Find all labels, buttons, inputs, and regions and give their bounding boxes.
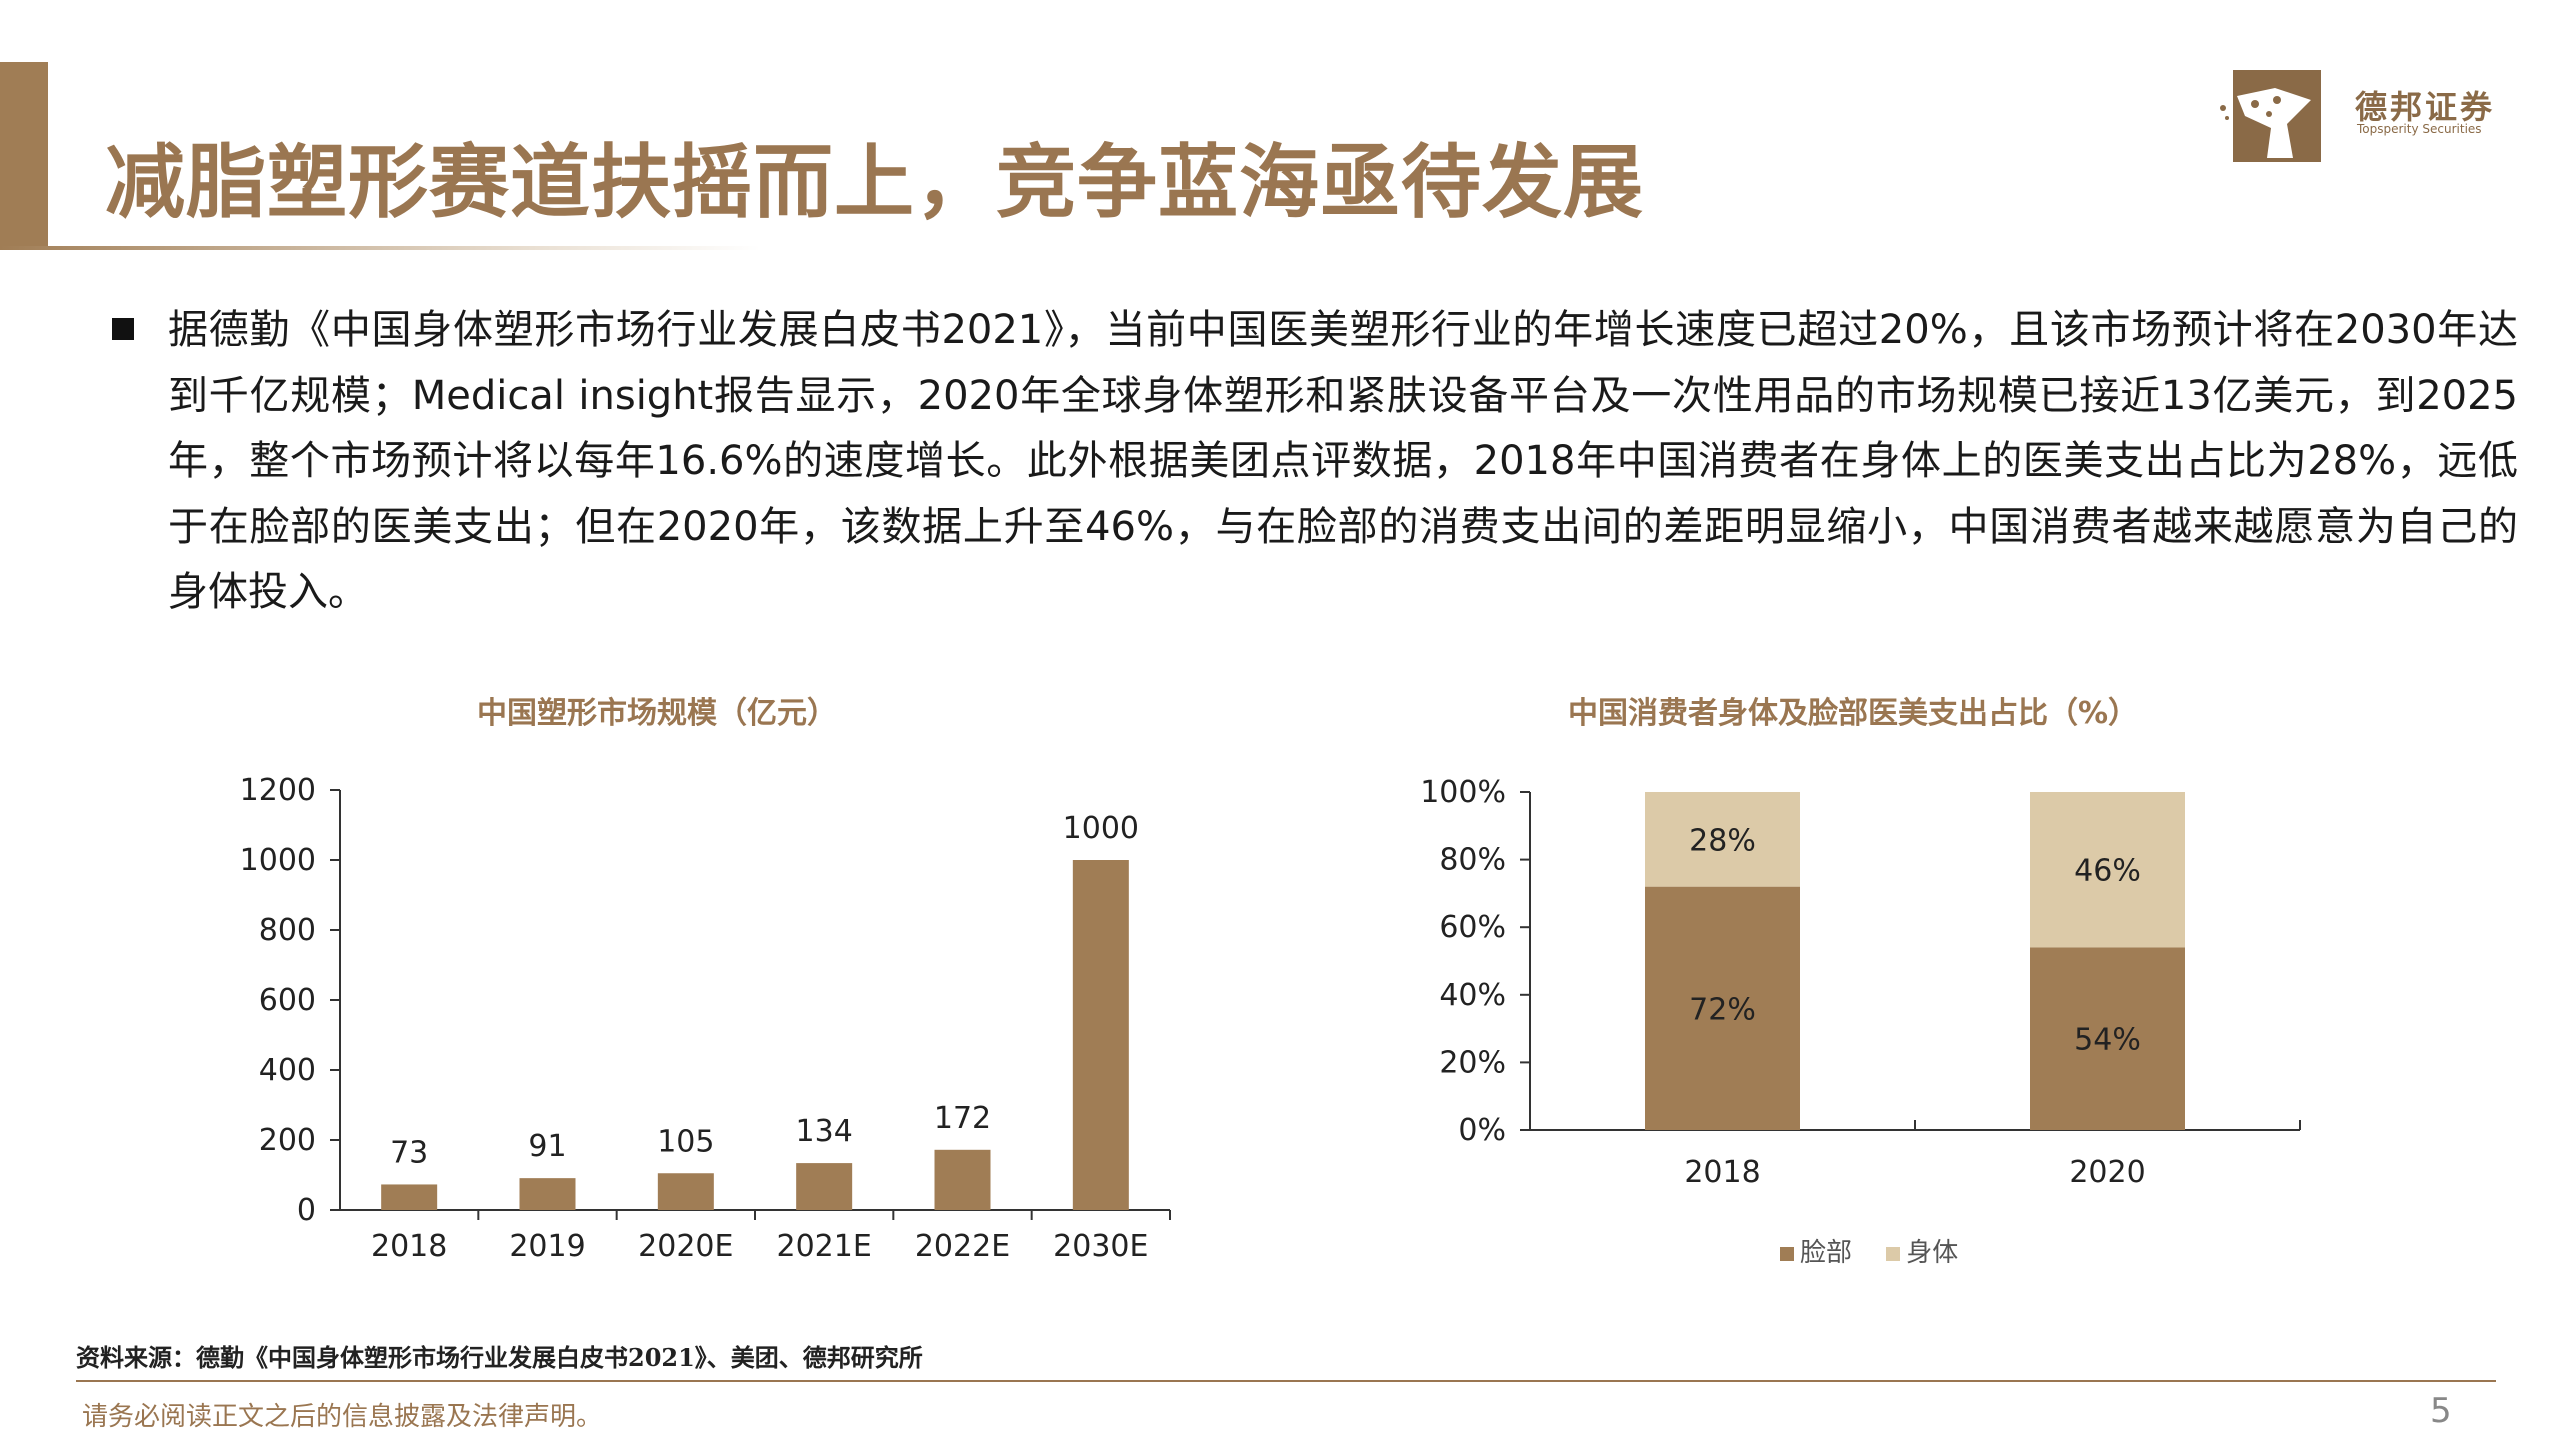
x-tick-label-2018: 2018 [371, 1229, 447, 1264]
data-label-2022E: 172 [934, 1101, 991, 1136]
page-title: 减脂塑形赛道扶摇而上，竞争蓝海亟待发展 [105, 136, 1644, 229]
y-tick-label: 100% [1420, 775, 1506, 810]
bullet-square-icon [112, 318, 134, 340]
legend-swatch-face [1780, 1246, 1794, 1261]
stacked-bar-2018-0 [1645, 886, 1800, 1130]
data-label-2020E: 105 [657, 1124, 714, 1159]
chart2-legend: 脸部 身体 [1780, 1232, 1984, 1269]
y-tick-label: 800 [259, 913, 316, 948]
source-note: 资料来源：德勤《中国身体塑形市场行业发展白皮书2021》、美团、德邦研究所 [76, 1343, 923, 1372]
x-tick-label-2020E: 2020E [638, 1229, 733, 1264]
data-label-2021E: 134 [796, 1114, 853, 1149]
x-tick-label-2018: 2018 [1684, 1155, 1760, 1190]
bar-2022E [934, 1149, 991, 1210]
spending-share-stacked-chart: 0% 20% 40% 60% 80% 100% 72% 28% 2018 54% 46% 2020 [1420, 775, 2301, 1190]
y-tick-label: 40% [1439, 978, 1506, 1013]
bar-2021E [796, 1163, 853, 1210]
data-label-2030E: 1000 [1063, 811, 1139, 846]
data-label-2019: 91 [528, 1129, 566, 1164]
y-tick-label: 20% [1439, 1045, 1506, 1080]
y-tick-label: 600 [259, 983, 316, 1018]
market-size-bar-chart: 0 200 400 600 800 1000 1200 73 2018 91 2019 105 2020… [240, 773, 1171, 1264]
leopard-logo-icon [2220, 70, 2321, 162]
bar-2018 [381, 1184, 438, 1210]
stacked-bar-2020-0 [2030, 947, 2185, 1130]
x-tick-label-2021E: 2021E [777, 1229, 872, 1264]
disclaimer-text: 请务必阅读正文之后的信息披露及法律声明。 [82, 1402, 603, 1432]
x-tick-label-2020: 2020 [2069, 1155, 2145, 1190]
y-tick-label: 400 [259, 1053, 316, 1088]
legend-label-face: 脸部 [1800, 1238, 1853, 1268]
data-label-2018: 73 [390, 1135, 428, 1170]
chart2-title: 中国消费者身体及脸部医美支出占比（%） [1568, 696, 2139, 731]
legend-swatch-body [1886, 1246, 1901, 1261]
footer-divider [76, 1380, 2496, 1382]
x-tick-label-2022E: 2022E [915, 1229, 1010, 1264]
y-tick-label: 80% [1439, 843, 1506, 878]
y-tick-label: 1000 [240, 843, 316, 878]
y-tick-label: 200 [259, 1123, 316, 1158]
x-tick-label-2019: 2019 [509, 1229, 585, 1264]
legend-label-body: 身体 [1906, 1238, 1959, 1268]
data-label-2020-1: 46% [2074, 854, 2141, 889]
x-tick-label-2030E: 2030E [1053, 1229, 1148, 1264]
logo-chinese-name: 德邦证券 [2355, 88, 2496, 126]
data-label-2018-0: 72% [1689, 992, 1756, 1027]
logo-english-name: Topsperity Securities [2357, 122, 2482, 136]
data-label-2020-0: 54% [2074, 1023, 2141, 1058]
body-paragraph: 据德勤《中国身体塑形市场行业发展白皮书2021》，当前中国医美塑形行业的年增长速… [168, 307, 2518, 615]
stacked-bar-2020-1 [2030, 792, 2185, 948]
title-underline [0, 246, 760, 250]
chart1-title: 中国塑形市场规模（亿元） [477, 696, 837, 731]
page-number: 5 [2430, 1391, 2452, 1431]
bar-2019 [519, 1178, 576, 1210]
y-tick-label: 1200 [240, 773, 316, 808]
data-label-2018-1: 28% [1689, 823, 1756, 858]
legend-item-body: 身体 [1886, 1238, 1958, 1268]
bar-2030E [1072, 860, 1129, 1210]
y-tick-label: 0 [297, 1193, 316, 1228]
company-logo: 德邦证券 Topsperity Securities [2215, 66, 2515, 166]
bar-2020E [657, 1173, 714, 1210]
title-accent-bar [0, 62, 48, 247]
legend-item-face: 脸部 [1780, 1238, 1860, 1268]
stacked-bar-2018-1 [1645, 792, 1800, 887]
y-tick-label: 0% [1458, 1113, 1506, 1148]
y-tick-label: 60% [1439, 910, 1506, 945]
